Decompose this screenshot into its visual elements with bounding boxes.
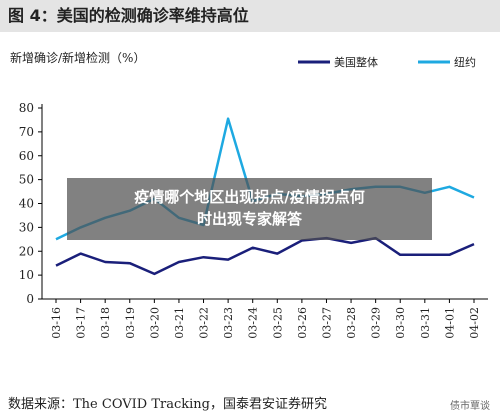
y-tick-label: 30 <box>19 220 34 234</box>
y-tick-label: 40 <box>19 197 34 211</box>
y-tick-label: 20 <box>19 244 34 258</box>
y-tick-label: 50 <box>19 173 34 187</box>
y-tick-label: 80 <box>19 101 34 115</box>
x-tick-label: 03-24 <box>247 307 260 339</box>
x-tick-label: 03-29 <box>370 307 383 339</box>
overlay-line-1: 疫情哪个地区出现拐点/疫情拐点何 <box>134 188 365 206</box>
x-tick-label: 03-18 <box>99 307 112 339</box>
y-tick-label: 60 <box>19 149 34 163</box>
x-tick-label: 03-22 <box>198 307 211 339</box>
y-tick-label: 0 <box>26 292 34 306</box>
x-tick-label: 03-25 <box>271 307 284 339</box>
x-tick-label: 03-16 <box>50 307 63 339</box>
watermark: 债市覃谈 <box>450 401 490 412</box>
x-tick-label: 03-27 <box>320 307 333 339</box>
line-chart: 新增确诊/新增检测（%） 美国整体 纽约 0 10 20 30 40 50 60 70 80 03-… <box>10 50 488 339</box>
source-note: 数据来源：The COVID Tracking，国泰君安证券研究 <box>8 397 327 412</box>
x-tick-label: 03-23 <box>222 307 235 339</box>
figure-title: 图 4：美国的检测确诊率维持高位 <box>0 0 500 32</box>
x-tick-label: 03-19 <box>124 307 137 339</box>
overlay-line-2: 时出现专家解答 <box>196 210 302 228</box>
x-tick-label: 03-30 <box>394 307 407 339</box>
x-tick-label: 03-28 <box>345 307 358 339</box>
x-tick-label: 04-01 <box>443 307 456 339</box>
axes: 0 10 20 30 40 50 60 70 80 03-16 03-17 03-18 03-19 03-… <box>19 101 488 339</box>
legend-label: 纽约 <box>454 55 476 69</box>
x-tick-label: 03-17 <box>75 307 88 339</box>
legend: 美国整体 纽约 <box>298 55 476 69</box>
x-tick-label: 03-31 <box>419 307 432 339</box>
y-axis-label: 新增确诊/新增检测（%） <box>10 50 145 65</box>
x-tick-label: 03-20 <box>148 307 161 339</box>
x-tick-label: 03-21 <box>173 307 186 339</box>
legend-label: 美国整体 <box>334 55 378 69</box>
series-line-us-total <box>55 236 475 276</box>
y-tick-label: 70 <box>19 125 34 139</box>
x-tick-label: 03-26 <box>296 307 309 339</box>
news-overlay-banner[interactable]: 疫情哪个地区出现拐点/疫情拐点何 时出现专家解答 <box>67 178 432 240</box>
y-tick-label: 10 <box>19 268 34 282</box>
x-tick-label: 04-02 <box>468 307 481 339</box>
